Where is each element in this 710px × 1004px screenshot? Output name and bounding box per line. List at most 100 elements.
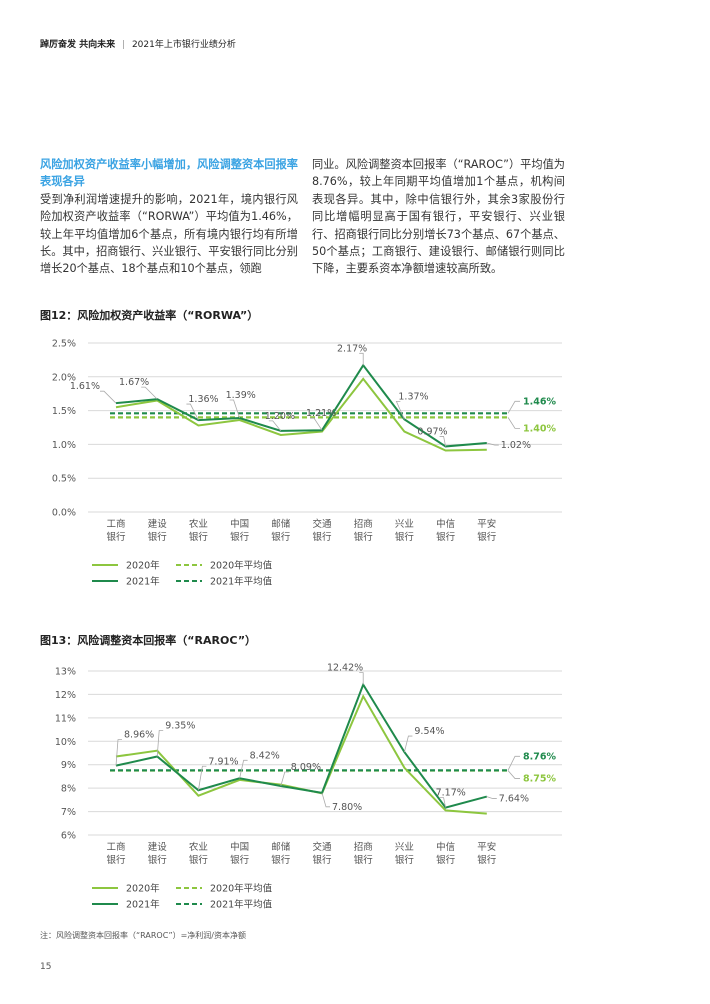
series-line bbox=[115, 694, 487, 815]
x-category-label-line: 建设 bbox=[148, 518, 168, 530]
data-label-leader bbox=[239, 759, 248, 779]
data-label-leader bbox=[186, 403, 199, 421]
y-tick-label: 0.5% bbox=[52, 474, 76, 485]
header-subtitle: 2021年上市银行业绩分析 bbox=[131, 40, 236, 50]
x-category-label-line: 银行 bbox=[395, 854, 415, 866]
average-leader-line bbox=[507, 755, 520, 771]
data-label: 1.39% bbox=[226, 390, 256, 401]
x-category-label-line: 工商 bbox=[106, 518, 125, 530]
data-label: 7.64% bbox=[499, 794, 529, 805]
x-category-label-line: 交通 bbox=[312, 841, 332, 853]
page-number: 15 bbox=[40, 962, 52, 972]
x-category-label-line: 银行 bbox=[230, 531, 250, 543]
x-category-label-line: 招商 bbox=[354, 841, 373, 853]
data-label-leader bbox=[404, 735, 413, 753]
series-line bbox=[115, 682, 488, 809]
x-category-label-line: 银行 bbox=[230, 854, 250, 866]
x-category-label: 中国银行 bbox=[230, 518, 250, 543]
data-label: 1.21% bbox=[306, 408, 336, 419]
section-title: 风险加权资产收益率小幅增加，风险调整资本回报率表现各异 bbox=[40, 158, 298, 189]
x-category-label: 平安银行 bbox=[477, 841, 497, 866]
x-category-label-line: 农业 bbox=[189, 841, 208, 853]
x-category-label-line: 银行 bbox=[148, 854, 168, 866]
x-category-label: 兴业银行 bbox=[395, 842, 415, 866]
data-label-leader bbox=[321, 792, 330, 808]
y-tick-label: 7% bbox=[61, 807, 76, 818]
data-label: 2.17% bbox=[337, 343, 367, 354]
x-category-label: 工商银行 bbox=[106, 518, 126, 543]
x-category-label-line: 银行 bbox=[477, 531, 497, 543]
data-label: 9.35% bbox=[165, 721, 195, 732]
x-category-label-line: 中信 bbox=[436, 841, 455, 853]
x-category-label: 兴业银行 bbox=[395, 519, 415, 543]
x-category-label-line: 银行 bbox=[312, 854, 332, 866]
data-label: 12.42% bbox=[327, 663, 363, 674]
y-tick-label: 2.5% bbox=[52, 339, 76, 350]
y-tick-label: 6% bbox=[61, 831, 76, 842]
text-column-right: 同业。风险调整资本回报率（“RAROC”）平均值为8.76%，较上年同期平均值增… bbox=[312, 156, 565, 278]
x-category-label: 农业银行 bbox=[189, 841, 209, 866]
x-category-label-line: 工商 bbox=[106, 841, 125, 853]
data-label-leader bbox=[395, 400, 405, 420]
y-tick-label: 1.5% bbox=[52, 406, 76, 417]
x-category-label-line: 银行 bbox=[477, 854, 497, 866]
y-tick-label: 1.0% bbox=[52, 440, 76, 451]
x-category-label-line: 银行 bbox=[354, 854, 374, 866]
data-label: 1.02% bbox=[501, 440, 531, 451]
x-category-label-line: 中国 bbox=[230, 518, 249, 530]
x-category-label: 工商银行 bbox=[106, 841, 126, 866]
x-category-label-line: 中信 bbox=[436, 518, 455, 530]
x-category-label-line: 平安 bbox=[477, 518, 496, 530]
x-category-label: 邮储银行 bbox=[271, 518, 291, 543]
average-value-label: 8.76% bbox=[523, 751, 556, 762]
paragraph-left: 受到净利润增速提升的影响，2021年，境内银行风险加权资产收益率（“RORWA”… bbox=[40, 192, 298, 276]
x-category-label: 招商银行 bbox=[354, 518, 374, 543]
x-category-label-line: 银行 bbox=[271, 531, 291, 543]
data-label-leader bbox=[115, 739, 122, 766]
y-tick-label: 10% bbox=[55, 737, 76, 748]
x-category-label-line: 招商 bbox=[354, 518, 373, 530]
data-label: 1.20% bbox=[265, 411, 295, 422]
data-label-leader bbox=[280, 771, 289, 787]
y-tick-label: 9% bbox=[61, 760, 76, 771]
x-category-label: 平安银行 bbox=[477, 518, 497, 543]
data-label-leader bbox=[486, 796, 497, 799]
x-category-label: 交通银行 bbox=[312, 841, 332, 866]
x-category-label-line: 建设 bbox=[148, 841, 168, 853]
x-category-label-line: 中国 bbox=[230, 841, 249, 853]
data-label: 7.91% bbox=[208, 756, 238, 767]
x-category-label-line: 邮储 bbox=[271, 518, 291, 530]
data-label: 7.80% bbox=[332, 802, 362, 813]
data-label-leader bbox=[100, 390, 117, 404]
x-category-label-line: 兴业 bbox=[395, 842, 414, 853]
average-leader-line bbox=[507, 417, 520, 429]
data-label: 8.96% bbox=[124, 730, 154, 741]
x-category-label: 交通银行 bbox=[312, 518, 332, 543]
figure-13-title: 图13：风险调整资本回报率（“RAROC”） bbox=[40, 634, 257, 647]
x-category-label-line: 兴业 bbox=[395, 519, 414, 530]
y-tick-label: 13% bbox=[55, 667, 76, 678]
data-label: 8.09% bbox=[291, 762, 321, 773]
x-category-label-line: 交通 bbox=[312, 518, 332, 530]
raroc-chart: 6%7%8%9%10%11%12%13%工商银行建设银行农业银行中国银行邮储银行… bbox=[55, 663, 562, 911]
running-header: 踔厉奋发 共向未来 | 2021年上市银行业绩分析 bbox=[40, 37, 236, 50]
data-label-leader bbox=[156, 730, 164, 757]
text-column-left: 风险加权资产收益率小幅增加，风险调整资本回报率表现各异 受到净利润增速提升的影响… bbox=[40, 156, 298, 278]
legend-label: 2021年平均值 bbox=[210, 899, 273, 911]
figure-12-title: 图12：风险加权资产收益率（“RORWA”） bbox=[40, 309, 259, 322]
x-category-label: 邮储银行 bbox=[271, 841, 291, 866]
x-category-label-line: 银行 bbox=[354, 531, 374, 543]
data-label: 1.37% bbox=[398, 391, 428, 402]
data-label-leader bbox=[268, 420, 282, 432]
header-title: 踔厉奋发 共向未来 bbox=[40, 40, 116, 50]
series-line bbox=[115, 377, 487, 452]
x-category-label-line: 银行 bbox=[148, 531, 168, 543]
legend-label: 2020年 bbox=[126, 883, 160, 895]
average-leader-line bbox=[507, 770, 520, 779]
rorwa-chart: 0.0%0.5%1.0%1.5%2.0%2.5%工商银行建设银行农业银行中国银行… bbox=[52, 339, 562, 588]
data-label: 1.67% bbox=[119, 377, 149, 388]
x-category-label: 中国银行 bbox=[230, 841, 250, 866]
data-label-leader bbox=[310, 417, 323, 431]
data-label: 0.97% bbox=[417, 426, 447, 437]
average-value-label: 1.46% bbox=[523, 396, 556, 407]
